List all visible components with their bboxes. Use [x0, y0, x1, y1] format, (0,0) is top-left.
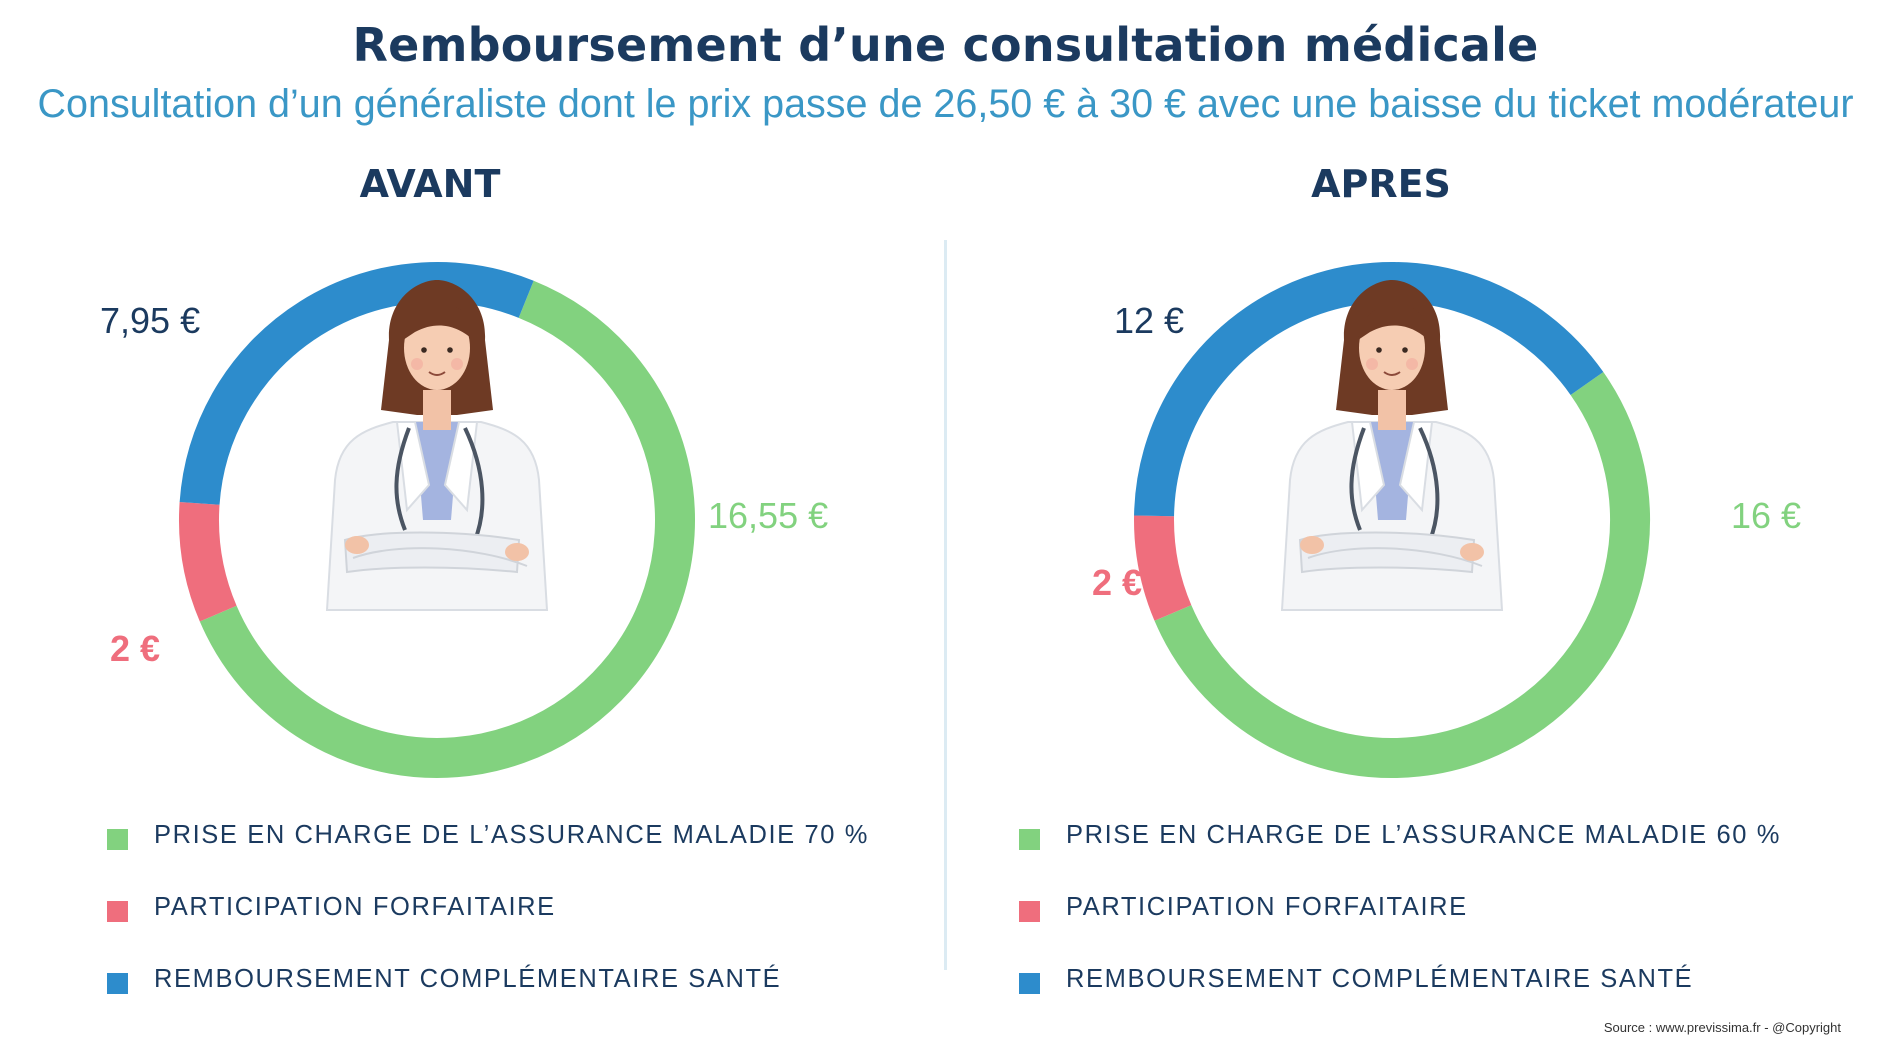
donut-slice	[1134, 262, 1604, 517]
value-label-green-apres: 16 €	[1731, 495, 1802, 536]
doctor-icon-part	[421, 347, 427, 353]
panel-divider	[944, 240, 947, 970]
doctor-icon-part	[352, 547, 528, 567]
chart-title: Remboursement d’une consultation médical…	[352, 18, 1539, 72]
value-label-pink-apres: 2 €	[1092, 562, 1143, 603]
doctor-icon-part	[1349, 427, 1366, 531]
legend-label: PRISE EN CHARGE DE L’ASSURANCE MALADIE 6…	[1066, 821, 1781, 849]
value-label-green-avant: 16,55 €	[708, 495, 829, 536]
doctor-icon-part	[1406, 358, 1418, 370]
doctor-icon-part	[403, 305, 472, 340]
donut-slice	[1154, 372, 1650, 778]
doctor-icon-part	[394, 427, 411, 531]
doctor-icon-part	[1460, 543, 1484, 561]
doctor-icon-part	[1307, 547, 1483, 567]
doctor-icon-part	[1300, 536, 1324, 554]
panel-heading-apres: APRES	[1311, 162, 1451, 206]
panel-heading-avant: AVANT	[359, 162, 501, 206]
legend-label: REMBOURSEMENT COMPLÉMENTAIRE SANTÉ	[154, 965, 782, 993]
doctor-icon-part	[1378, 390, 1406, 430]
doctor-icon-part	[447, 347, 453, 353]
doctor-icon-part	[345, 536, 369, 554]
legend-swatch-pink	[107, 901, 128, 922]
legend-label: PARTICIPATION FORFAITAIRE	[1066, 893, 1468, 921]
value-label-pink-avant: 2 €	[110, 628, 161, 669]
doctor-icon-part	[1358, 305, 1427, 340]
doctor-icon-part	[1370, 422, 1414, 520]
legend-swatch-blue	[107, 973, 128, 994]
legend-swatch-blue	[1019, 973, 1040, 994]
donut-slice	[199, 280, 695, 778]
doctor-icon-part	[451, 358, 463, 370]
doctor-icon-part	[505, 543, 529, 561]
panel-apres: APRES 12 € 16 € 2 € PRISE EN CHARGE DE L…	[946, 0, 1891, 1040]
donut-chart-apres	[1134, 262, 1650, 778]
doctor-icon-part	[1298, 531, 1476, 574]
legend-label: PRISE EN CHARGE DE L’ASSURANCE MALADIE 7…	[154, 821, 869, 849]
doctor-icon-part	[428, 371, 446, 376]
donut-chart-avant	[179, 262, 695, 778]
legend-label: REMBOURSEMENT COMPLÉMENTAIRE SANTÉ	[1066, 965, 1694, 993]
doctor-icon-part	[343, 531, 521, 574]
doctor-icon-part	[1366, 358, 1378, 370]
doctor-icon-part	[415, 422, 459, 520]
donut-slice	[179, 502, 237, 622]
legend-swatch-green	[1019, 829, 1040, 850]
legend-swatch-green	[107, 829, 128, 850]
legend-swatch-pink	[1019, 901, 1040, 922]
doctor-icon	[1280, 280, 1504, 611]
doctor-icon-part	[1376, 347, 1382, 353]
chart-subtitle: Consultation d’un généraliste dont le pr…	[37, 82, 1854, 126]
value-label-blue-apres: 12 €	[1114, 300, 1185, 341]
doctor-icon-part	[1383, 371, 1401, 376]
doctor-icon-part	[423, 390, 451, 430]
doctor-icon	[325, 280, 549, 611]
value-label-blue-avant: 7,95 €	[100, 300, 201, 341]
donut-slice	[1134, 515, 1192, 621]
doctor-icon-part	[1418, 427, 1440, 541]
doctor-icon-part	[411, 358, 423, 370]
doctor-icon-part	[1398, 421, 1434, 513]
panel-avant: AVANT 7,95 € 16,55 € 2 € PRISE EN CHARGE…	[0, 0, 945, 1040]
donut-slice	[179, 262, 534, 505]
doctor-icon-part	[1402, 347, 1408, 353]
doctor-icon-part	[443, 421, 479, 513]
doctor-icon-part	[463, 427, 485, 541]
legend-label: PARTICIPATION FORFAITAIRE	[154, 893, 556, 921]
source-credit: Source : www.previssima.fr - @Copyright	[1603, 1020, 1841, 1035]
